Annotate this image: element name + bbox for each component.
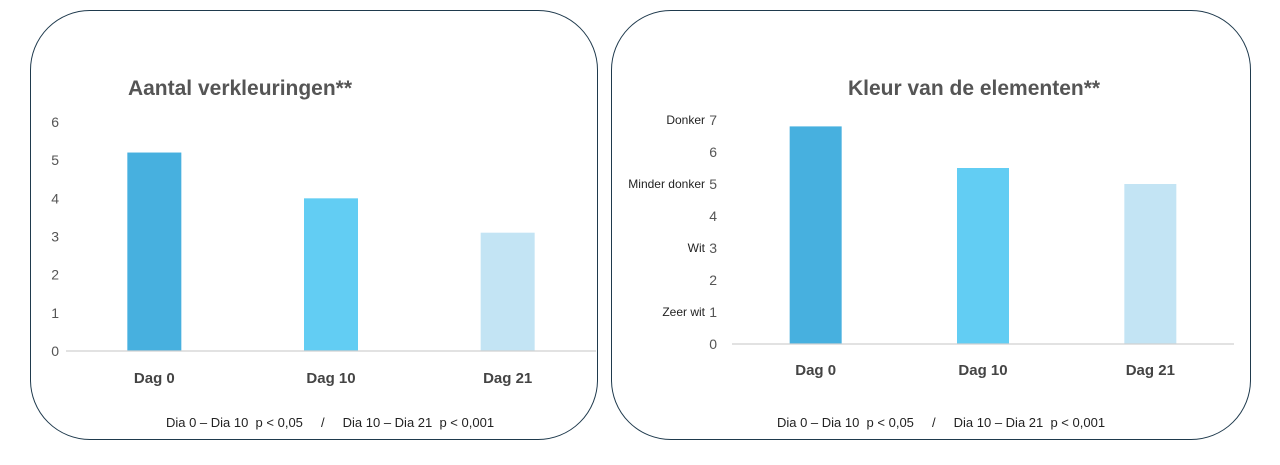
- y-scale-label: Zeer wit: [662, 305, 705, 319]
- bar-dag-10: [304, 198, 358, 351]
- y-tick-label: 1: [709, 304, 717, 320]
- chart-title: Kleur van de elementen**: [848, 77, 1101, 100]
- chart-title: Aantal verkleuringen**: [128, 77, 353, 100]
- chart-footnote: Dia 0 – Dia 10 p < 0,05 / Dia 10 – Dia 2…: [777, 415, 1105, 430]
- bar-chart-left: Aantal verkleuringen** Dia 0 – Dia 10 p …: [51, 77, 596, 430]
- x-category-label: Dag 10: [306, 370, 355, 387]
- y-tick-label: 4: [709, 208, 717, 224]
- y-tick-label: 0: [51, 343, 59, 359]
- x-category-label: Dag 0: [795, 362, 836, 379]
- y-tick-label: 0: [709, 336, 717, 352]
- y-tick-label: 6: [51, 114, 59, 130]
- bar-dag-0: [127, 152, 182, 351]
- chart-panel-left: Aantal verkleuringen** Dia 0 – Dia 10 p …: [30, 10, 598, 440]
- bar-dag-10: [957, 168, 1009, 344]
- chart-panel-right: Kleur van de elementen** Dia 0 – Dia 10 …: [611, 10, 1251, 440]
- y-tick-label: 2: [709, 272, 717, 288]
- x-category-label: Dag 10: [958, 362, 1007, 379]
- y-tick-label: 4: [51, 190, 59, 206]
- bar-dag-21: [480, 232, 535, 351]
- y-scale-label: Wit: [688, 241, 706, 255]
- y-tick-label: 1: [51, 305, 59, 321]
- y-scale-label: Minder donker: [628, 177, 705, 191]
- x-category-label: Dag 21: [483, 370, 532, 387]
- x-category-label: Dag 0: [134, 370, 175, 387]
- y-tick-label: 2: [51, 267, 59, 283]
- y-tick-label: 6: [709, 144, 717, 160]
- bar-chart-right: Kleur van de elementen** Dia 0 – Dia 10 …: [628, 77, 1234, 430]
- bar-dag-21: [1124, 184, 1177, 344]
- x-category-label: Dag 21: [1126, 362, 1175, 379]
- y-tick-label: 5: [709, 176, 717, 192]
- y-tick-label: 3: [709, 240, 717, 256]
- y-tick-label: 5: [51, 152, 59, 168]
- y-tick-label: 7: [709, 112, 717, 128]
- y-scale-label: Donker: [666, 113, 705, 127]
- chart-footnote: Dia 0 – Dia 10 p < 0,05 / Dia 10 – Dia 2…: [166, 415, 494, 430]
- y-tick-label: 3: [51, 229, 59, 245]
- bar-dag-0: [789, 126, 842, 345]
